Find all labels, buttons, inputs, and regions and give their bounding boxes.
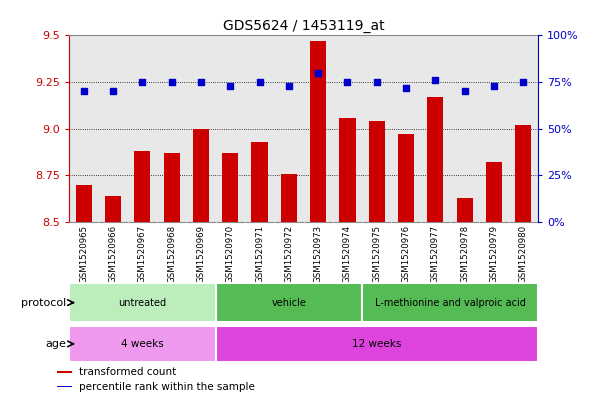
Point [108,88,118,94]
Point [430,77,440,83]
Bar [398,134,414,222]
Point [343,79,352,85]
Bar [216,326,538,362]
Text: protocol: protocol [21,298,66,308]
Bar [251,142,267,222]
Bar [69,283,216,322]
Bar [216,283,362,322]
Point [401,84,411,91]
Point [284,83,294,89]
Bar [57,386,72,387]
Text: percentile rank within the sample: percentile rank within the sample [79,382,255,391]
Bar [515,125,531,222]
Point [255,79,264,85]
Bar [134,151,150,222]
Bar [340,118,356,222]
Bar [57,371,72,373]
Text: GSM1520968: GSM1520968 [167,225,176,283]
Bar [427,97,444,222]
Point [460,88,469,94]
Bar [362,283,538,322]
Text: transformed count: transformed count [79,367,176,377]
Bar [69,326,216,362]
Text: GSM1520973: GSM1520973 [314,225,323,283]
Bar [105,196,121,222]
Title: GDS5624 / 1453119_at: GDS5624 / 1453119_at [223,19,384,33]
Text: untreated: untreated [118,298,166,308]
Text: GSM1520972: GSM1520972 [284,225,293,283]
Point [313,70,323,76]
Bar [222,153,239,222]
Text: vehicle: vehicle [272,298,307,308]
Point [489,83,499,89]
Point [196,79,206,85]
Text: GSM1520976: GSM1520976 [401,225,410,283]
Text: GSM1520971: GSM1520971 [255,225,264,283]
Point [79,88,88,94]
Text: 4 weeks: 4 weeks [121,339,163,349]
Bar [281,174,297,222]
Point [138,79,147,85]
Text: GSM1520969: GSM1520969 [197,225,206,283]
Point [225,83,235,89]
Bar [310,41,326,222]
Text: GSM1520980: GSM1520980 [519,225,528,283]
Text: GSM1520979: GSM1520979 [489,225,498,283]
Bar [457,198,473,222]
Text: GSM1520978: GSM1520978 [460,225,469,283]
Point [167,79,177,85]
Bar [368,121,385,222]
Text: GSM1520966: GSM1520966 [109,225,118,283]
Point [519,79,528,85]
Bar [193,129,209,222]
Text: GSM1520965: GSM1520965 [79,225,88,283]
Point [372,79,382,85]
Text: GSM1520977: GSM1520977 [431,225,440,283]
Text: GSM1520970: GSM1520970 [226,225,235,283]
Text: GSM1520974: GSM1520974 [343,225,352,283]
Bar [163,153,180,222]
Text: L-methionine and valproic acid: L-methionine and valproic acid [374,298,525,308]
Text: 12 weeks: 12 weeks [352,339,401,349]
Text: age: age [45,339,66,349]
Bar [486,162,502,222]
Text: GSM1520975: GSM1520975 [372,225,381,283]
Bar [76,185,92,222]
Text: GSM1520967: GSM1520967 [138,225,147,283]
